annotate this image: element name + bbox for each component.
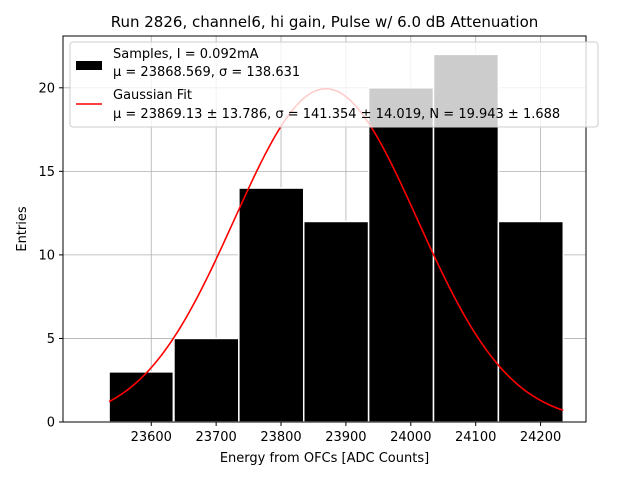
- x-tick-label: 23600: [131, 430, 172, 445]
- y-tick-label: 0: [47, 416, 55, 431]
- plot-frame: [62, 35, 587, 423]
- y-axis-label: Entries: [15, 206, 30, 252]
- y-axis-ticks: 0 5 10 15 20: [38, 81, 63, 431]
- histogram-bar: [238, 187, 305, 423]
- histogram-bar: [173, 337, 240, 423]
- x-tick-label: 23900: [325, 430, 366, 445]
- legend-fit-label: Gaussian Fit: [113, 88, 192, 103]
- x-axis-ticks: 23600 23700 23800 23900 24000 24100 24200: [131, 422, 561, 445]
- y-tick-label: 5: [47, 332, 55, 347]
- legend-box: [69, 41, 599, 128]
- y-tick-label: 15: [38, 165, 55, 180]
- x-tick-label: 23800: [260, 430, 301, 445]
- y-tick-label: 20: [38, 81, 55, 96]
- y-tick-label: 10: [38, 248, 55, 263]
- histogram-bar: [497, 220, 565, 423]
- x-tick-label: 24200: [520, 430, 561, 445]
- x-tick-label: 24000: [390, 430, 431, 445]
- histogram-bar: [302, 220, 370, 423]
- legend: Samples, I = 0.092mA μ = 23868.569, σ = …: [69, 41, 599, 128]
- chart-title: Run 2826, channel6, hi gain, Pulse w/ 6.…: [111, 13, 539, 31]
- histogram-bar: [108, 371, 175, 423]
- legend-samples-label: Samples, I = 0.092mA: [113, 47, 259, 62]
- legend-samples-stats: μ = 23868.569, σ = 138.631: [113, 65, 300, 80]
- x-tick-label: 23700: [195, 430, 236, 445]
- legend-samples-swatch: [76, 61, 102, 70]
- histogram-bars: [108, 53, 565, 423]
- legend-fit-params: μ = 23869.13 ± 13.786, σ = 141.354 ± 14.…: [113, 107, 560, 122]
- x-axis-label: Energy from OFCs [ADC Counts]: [220, 451, 429, 466]
- x-tick-label: 24100: [455, 430, 496, 445]
